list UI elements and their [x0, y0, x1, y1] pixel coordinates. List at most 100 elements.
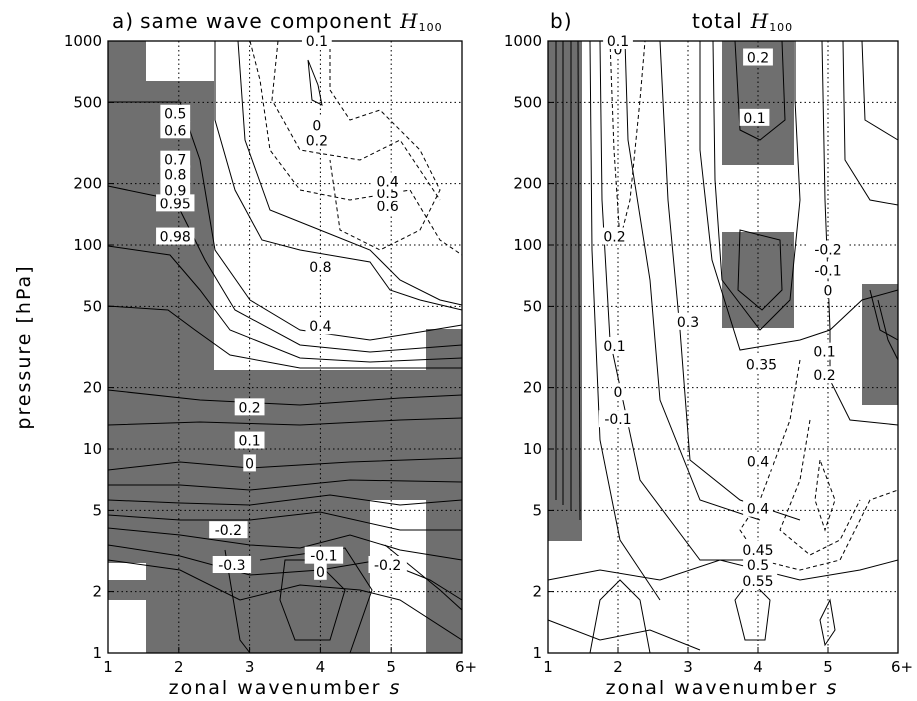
contour-label-text: -0.2 [374, 558, 401, 574]
contour-label-bg [743, 452, 773, 470]
contour-label-text: 0.7 [164, 153, 186, 169]
panel-a-frame [107, 40, 463, 654]
contour-label-bg [368, 556, 407, 574]
contour-label-text: 0.3 [677, 315, 699, 331]
contour-label-bg [160, 150, 191, 168]
contour-label: 0 [611, 383, 625, 401]
y-tick-label: 1 [92, 644, 102, 662]
contour-label: 0.4 [372, 172, 403, 190]
y-tick-label: 200 [73, 175, 102, 193]
y-tick-label: 100 [513, 236, 542, 254]
contour-label-bg [599, 336, 630, 354]
contour-label-text: 0.2 [747, 51, 769, 67]
contour-label-text: 0.1 [607, 34, 629, 50]
contour-label: 0.5 [160, 104, 191, 123]
contour-label-bg [304, 546, 344, 564]
contour-label: 0.2 [743, 48, 773, 67]
panel-a-y-label: pressure [hPa] [13, 264, 35, 429]
panel-a-shading [108, 41, 462, 653]
y-tick-label: 2 [532, 583, 542, 601]
y-tick-label: 50 [83, 297, 102, 315]
x-tick-label: 5 [386, 658, 396, 676]
contour-label-text: 0.5 [747, 558, 769, 574]
contour-label-text: 0.6 [164, 123, 186, 139]
contour-label-bg [212, 556, 252, 574]
y-tick-label: 500 [513, 93, 542, 111]
contour-label: 0.2 [809, 366, 840, 384]
contour-label-text: 0.8 [164, 167, 186, 183]
contour-label: 0.2 [234, 398, 265, 416]
contour-label-text: 0 [824, 283, 833, 299]
contour-label-text: -0.2 [215, 523, 242, 539]
contour-label: 0.9 [160, 181, 191, 199]
contour-label-bg [243, 454, 256, 472]
contour-label: 0.6 [372, 197, 403, 215]
contour-label-text: 0.4 [309, 319, 331, 335]
contour-label-bg [673, 312, 703, 330]
contour-label-bg [301, 32, 332, 49]
contour-label: 0.4 [743, 452, 773, 470]
contour-label: 0 [821, 281, 835, 299]
contour-label-text: 0.4 [377, 174, 399, 190]
panel-a-y-ticks: 1 2 5 10 20 50 100 200 500 1000 [64, 32, 114, 662]
contour-label: -0.3 [212, 556, 252, 574]
y-tick-label: 5 [92, 501, 102, 519]
y-tick-label: 1000 [64, 32, 102, 50]
contour-label: 0.35 [742, 355, 781, 373]
x-tick-label: 4 [316, 658, 326, 676]
contour-label-text: 0.2 [306, 134, 328, 150]
contour-label-text: 0.4 [747, 502, 769, 518]
x-tick-label: 6+ [891, 658, 913, 676]
contour-label-text: 0.1 [603, 339, 625, 355]
contour-label-text: 0 [312, 119, 321, 135]
contour-label: -0.2 [808, 240, 848, 259]
contour-label-text: 0.55 [742, 574, 773, 590]
panel-a: -0.3 0-0.1-0.2-0.200.10.20.40.80.980.950.… [13, 9, 477, 699]
contour-label-bg [160, 165, 191, 183]
shade-a-band [108, 329, 462, 653]
y-tick-label: 1 [532, 644, 542, 662]
panel-b: 0.550.50.450.40.40.35-0.100.10.30.20.10-… [504, 9, 913, 699]
contour-label-bg [809, 342, 840, 360]
contour-label: 0 [314, 562, 327, 581]
contour-label-text: 0.9 [164, 183, 186, 199]
contour-label-bg [156, 194, 195, 212]
contour-label-text: 0.4 [747, 454, 769, 470]
panel-b-x-label: zonal wavenumber s [606, 677, 839, 699]
contour-label: 0.4 [305, 317, 336, 335]
contour-label: 0.4 [743, 499, 773, 518]
panel-b-contour-labels: 0.550.50.450.40.40.35-0.100.10.30.20.10-… [598, 32, 848, 590]
panel-b-frame [547, 40, 899, 654]
contour-label-bg [743, 499, 773, 517]
panel-a-x-ticks: 1 2 3 4 5 6+ [103, 647, 477, 676]
y-tick-label: 5 [532, 501, 542, 519]
contour-label: 0.1 [234, 431, 265, 450]
contour-label: 0.8 [305, 258, 336, 276]
contour-label-text: -0.1 [310, 549, 337, 565]
contour-label-text: 0.1 [306, 34, 328, 50]
contour-label-text: -0.2 [814, 243, 841, 259]
contour-label-bg [234, 398, 265, 416]
contour-label-bg [809, 366, 840, 384]
contour-label: 0.1 [739, 108, 770, 127]
contour-label: 0 [310, 116, 324, 135]
contour-label-bg [603, 32, 633, 49]
contour-label: 0.1 [603, 32, 633, 50]
contour-label-bg [372, 197, 403, 215]
contour-label-bg [808, 261, 848, 279]
contour-label-text: 0.6 [377, 199, 399, 215]
y-tick-label: 10 [83, 440, 102, 458]
contour-label-text: 0.98 [160, 230, 191, 246]
contour-label-text: 0 [614, 385, 623, 401]
x-tick-label: 1 [103, 658, 113, 676]
y-tick-label: 2 [92, 583, 102, 601]
y-tick-label: 500 [73, 93, 102, 111]
contour-label: 0.1 [599, 336, 630, 355]
contour-label-bg [305, 258, 336, 276]
panel-a-contour-labels: -0.3 0-0.1-0.2-0.200.10.20.40.80.980.950.… [156, 32, 407, 581]
shade-b-right [862, 284, 898, 405]
panel-a-x-label: zonal wavenumber s [169, 677, 402, 699]
contour-label-bg [611, 383, 625, 401]
x-tick-label: 6+ [455, 658, 477, 676]
